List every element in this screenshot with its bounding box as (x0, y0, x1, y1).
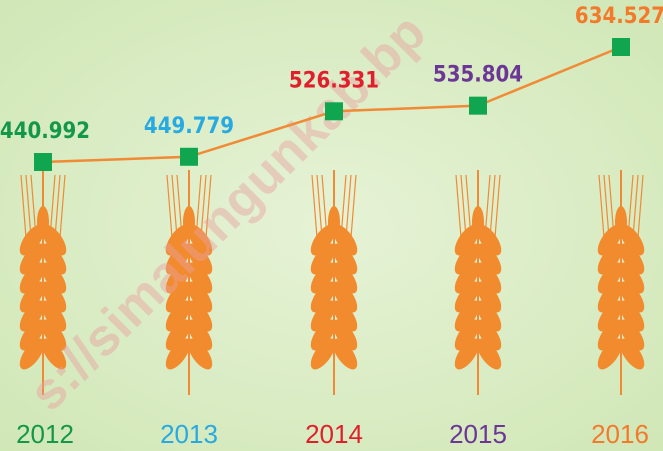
data-label: 526.331 (289, 68, 379, 93)
chart: s://simalungunkab.bp 440.9922012449.7792… (0, 0, 663, 451)
x-tick-label: 2016 (591, 419, 649, 449)
x-tick-label: 2014 (305, 419, 363, 449)
data-point (34, 153, 52, 171)
data-point (469, 97, 487, 115)
data-label: 440.992 (0, 119, 90, 144)
data-label: 535.804 (433, 63, 523, 88)
x-tick-label: 2013 (160, 419, 218, 449)
wheat (306, 170, 362, 395)
wheat (593, 170, 649, 395)
x-tick-label: 2012 (16, 419, 74, 449)
x-tick-label: 2015 (449, 419, 507, 449)
data-label: 449.779 (144, 114, 234, 139)
data-label: 634.527 (575, 4, 663, 29)
data-point (325, 102, 343, 120)
data-point (612, 38, 630, 56)
wheat (450, 170, 506, 395)
data-point (180, 148, 198, 166)
